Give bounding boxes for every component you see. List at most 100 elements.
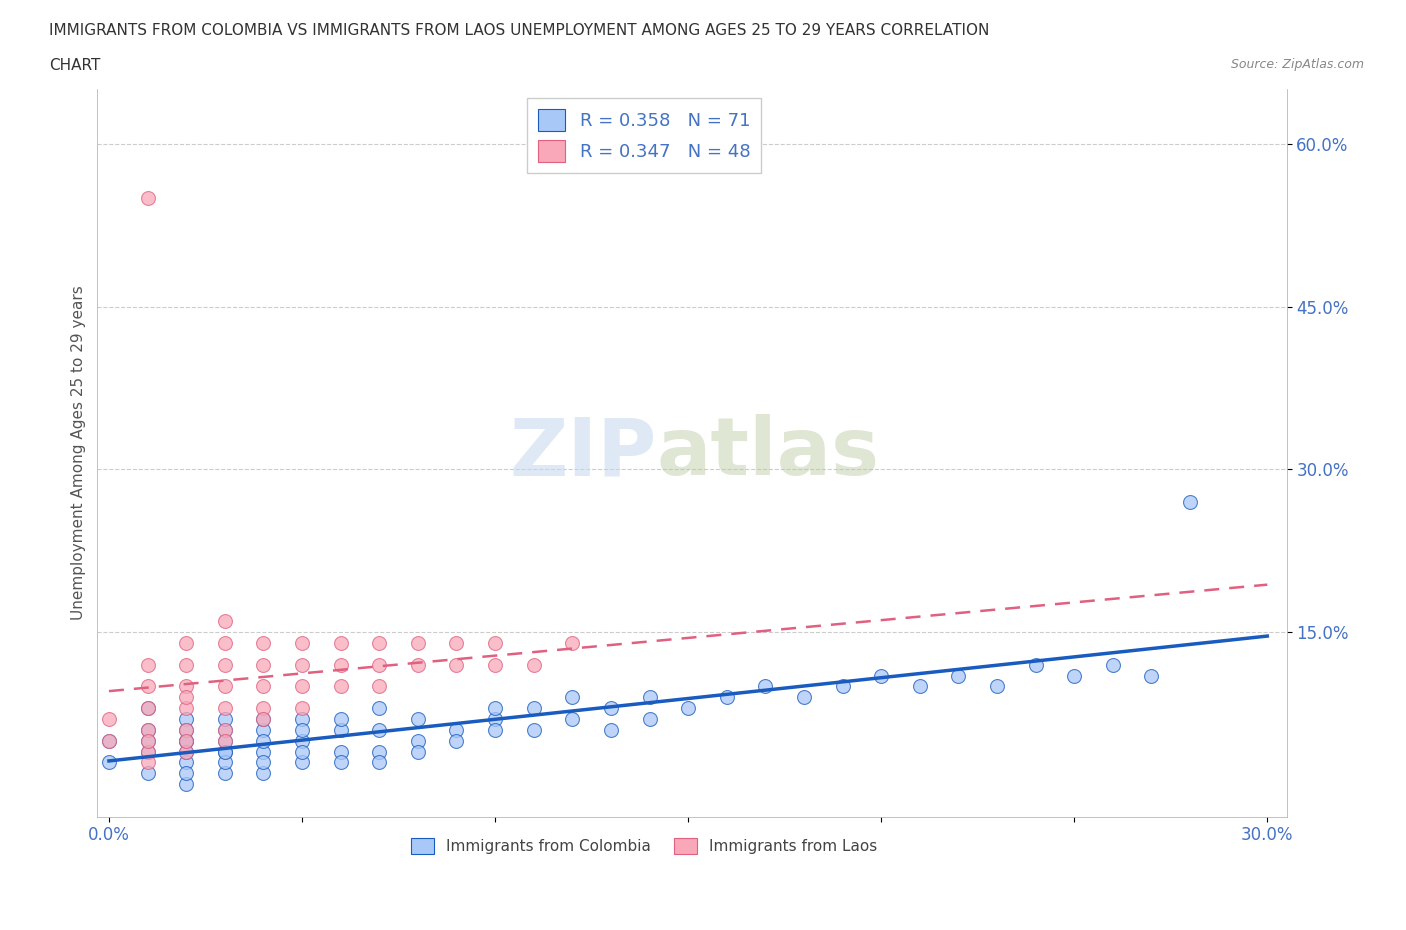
- Point: [174, 777, 197, 791]
- Point: [1025, 658, 1047, 672]
- Point: [97, 733, 120, 748]
- Point: [908, 679, 931, 694]
- Point: [174, 733, 197, 748]
- Point: [291, 658, 314, 672]
- Point: [174, 755, 197, 770]
- Point: [252, 723, 274, 737]
- Point: [214, 733, 236, 748]
- Point: [368, 755, 391, 770]
- Point: [1178, 495, 1201, 510]
- Point: [291, 700, 314, 715]
- Point: [599, 723, 621, 737]
- Point: [406, 658, 429, 672]
- Point: [174, 635, 197, 650]
- Point: [406, 635, 429, 650]
- Point: [329, 658, 352, 672]
- Point: [214, 614, 236, 629]
- Point: [174, 700, 197, 715]
- Point: [754, 679, 776, 694]
- Point: [484, 658, 506, 672]
- Point: [291, 723, 314, 737]
- Point: [638, 711, 661, 726]
- Point: [174, 733, 197, 748]
- Point: [214, 765, 236, 780]
- Point: [174, 690, 197, 705]
- Point: [174, 723, 197, 737]
- Point: [831, 679, 853, 694]
- Point: [291, 679, 314, 694]
- Text: atlas: atlas: [657, 414, 879, 492]
- Point: [446, 733, 468, 748]
- Point: [484, 711, 506, 726]
- Text: Source: ZipAtlas.com: Source: ZipAtlas.com: [1230, 58, 1364, 71]
- Point: [214, 755, 236, 770]
- Point: [793, 690, 815, 705]
- Point: [252, 679, 274, 694]
- Point: [329, 711, 352, 726]
- Point: [523, 658, 546, 672]
- Point: [136, 723, 159, 737]
- Legend: Immigrants from Colombia, Immigrants from Laos: Immigrants from Colombia, Immigrants fro…: [405, 831, 884, 860]
- Point: [948, 668, 970, 683]
- Point: [214, 711, 236, 726]
- Point: [484, 700, 506, 715]
- Point: [174, 744, 197, 759]
- Point: [136, 700, 159, 715]
- Point: [561, 711, 583, 726]
- Point: [870, 668, 893, 683]
- Point: [1140, 668, 1163, 683]
- Point: [97, 711, 120, 726]
- Point: [561, 635, 583, 650]
- Point: [174, 658, 197, 672]
- Point: [523, 723, 546, 737]
- Point: [406, 733, 429, 748]
- Point: [136, 723, 159, 737]
- Point: [136, 765, 159, 780]
- Point: [638, 690, 661, 705]
- Point: [252, 711, 274, 726]
- Point: [174, 744, 197, 759]
- Point: [406, 744, 429, 759]
- Point: [174, 679, 197, 694]
- Point: [136, 744, 159, 759]
- Point: [252, 658, 274, 672]
- Point: [291, 755, 314, 770]
- Point: [214, 723, 236, 737]
- Point: [446, 635, 468, 650]
- Point: [214, 744, 236, 759]
- Point: [329, 679, 352, 694]
- Point: [368, 700, 391, 715]
- Point: [97, 733, 120, 748]
- Point: [252, 700, 274, 715]
- Point: [329, 635, 352, 650]
- Point: [214, 733, 236, 748]
- Point: [368, 635, 391, 650]
- Point: [174, 723, 197, 737]
- Point: [136, 733, 159, 748]
- Point: [136, 744, 159, 759]
- Point: [174, 733, 197, 748]
- Point: [252, 733, 274, 748]
- Point: [1101, 658, 1123, 672]
- Point: [252, 744, 274, 759]
- Point: [174, 765, 197, 780]
- Point: [252, 755, 274, 770]
- Y-axis label: Unemployment Among Ages 25 to 29 years: Unemployment Among Ages 25 to 29 years: [72, 286, 86, 620]
- Point: [252, 635, 274, 650]
- Point: [214, 723, 236, 737]
- Text: CHART: CHART: [49, 58, 101, 73]
- Point: [523, 700, 546, 715]
- Point: [291, 733, 314, 748]
- Text: IMMIGRANTS FROM COLOMBIA VS IMMIGRANTS FROM LAOS UNEMPLOYMENT AMONG AGES 25 TO 2: IMMIGRANTS FROM COLOMBIA VS IMMIGRANTS F…: [49, 23, 990, 38]
- Point: [214, 658, 236, 672]
- Point: [484, 723, 506, 737]
- Point: [136, 191, 159, 206]
- Point: [446, 723, 468, 737]
- Point: [136, 658, 159, 672]
- Point: [97, 755, 120, 770]
- Point: [136, 733, 159, 748]
- Point: [676, 700, 699, 715]
- Point: [252, 765, 274, 780]
- Point: [484, 635, 506, 650]
- Point: [214, 700, 236, 715]
